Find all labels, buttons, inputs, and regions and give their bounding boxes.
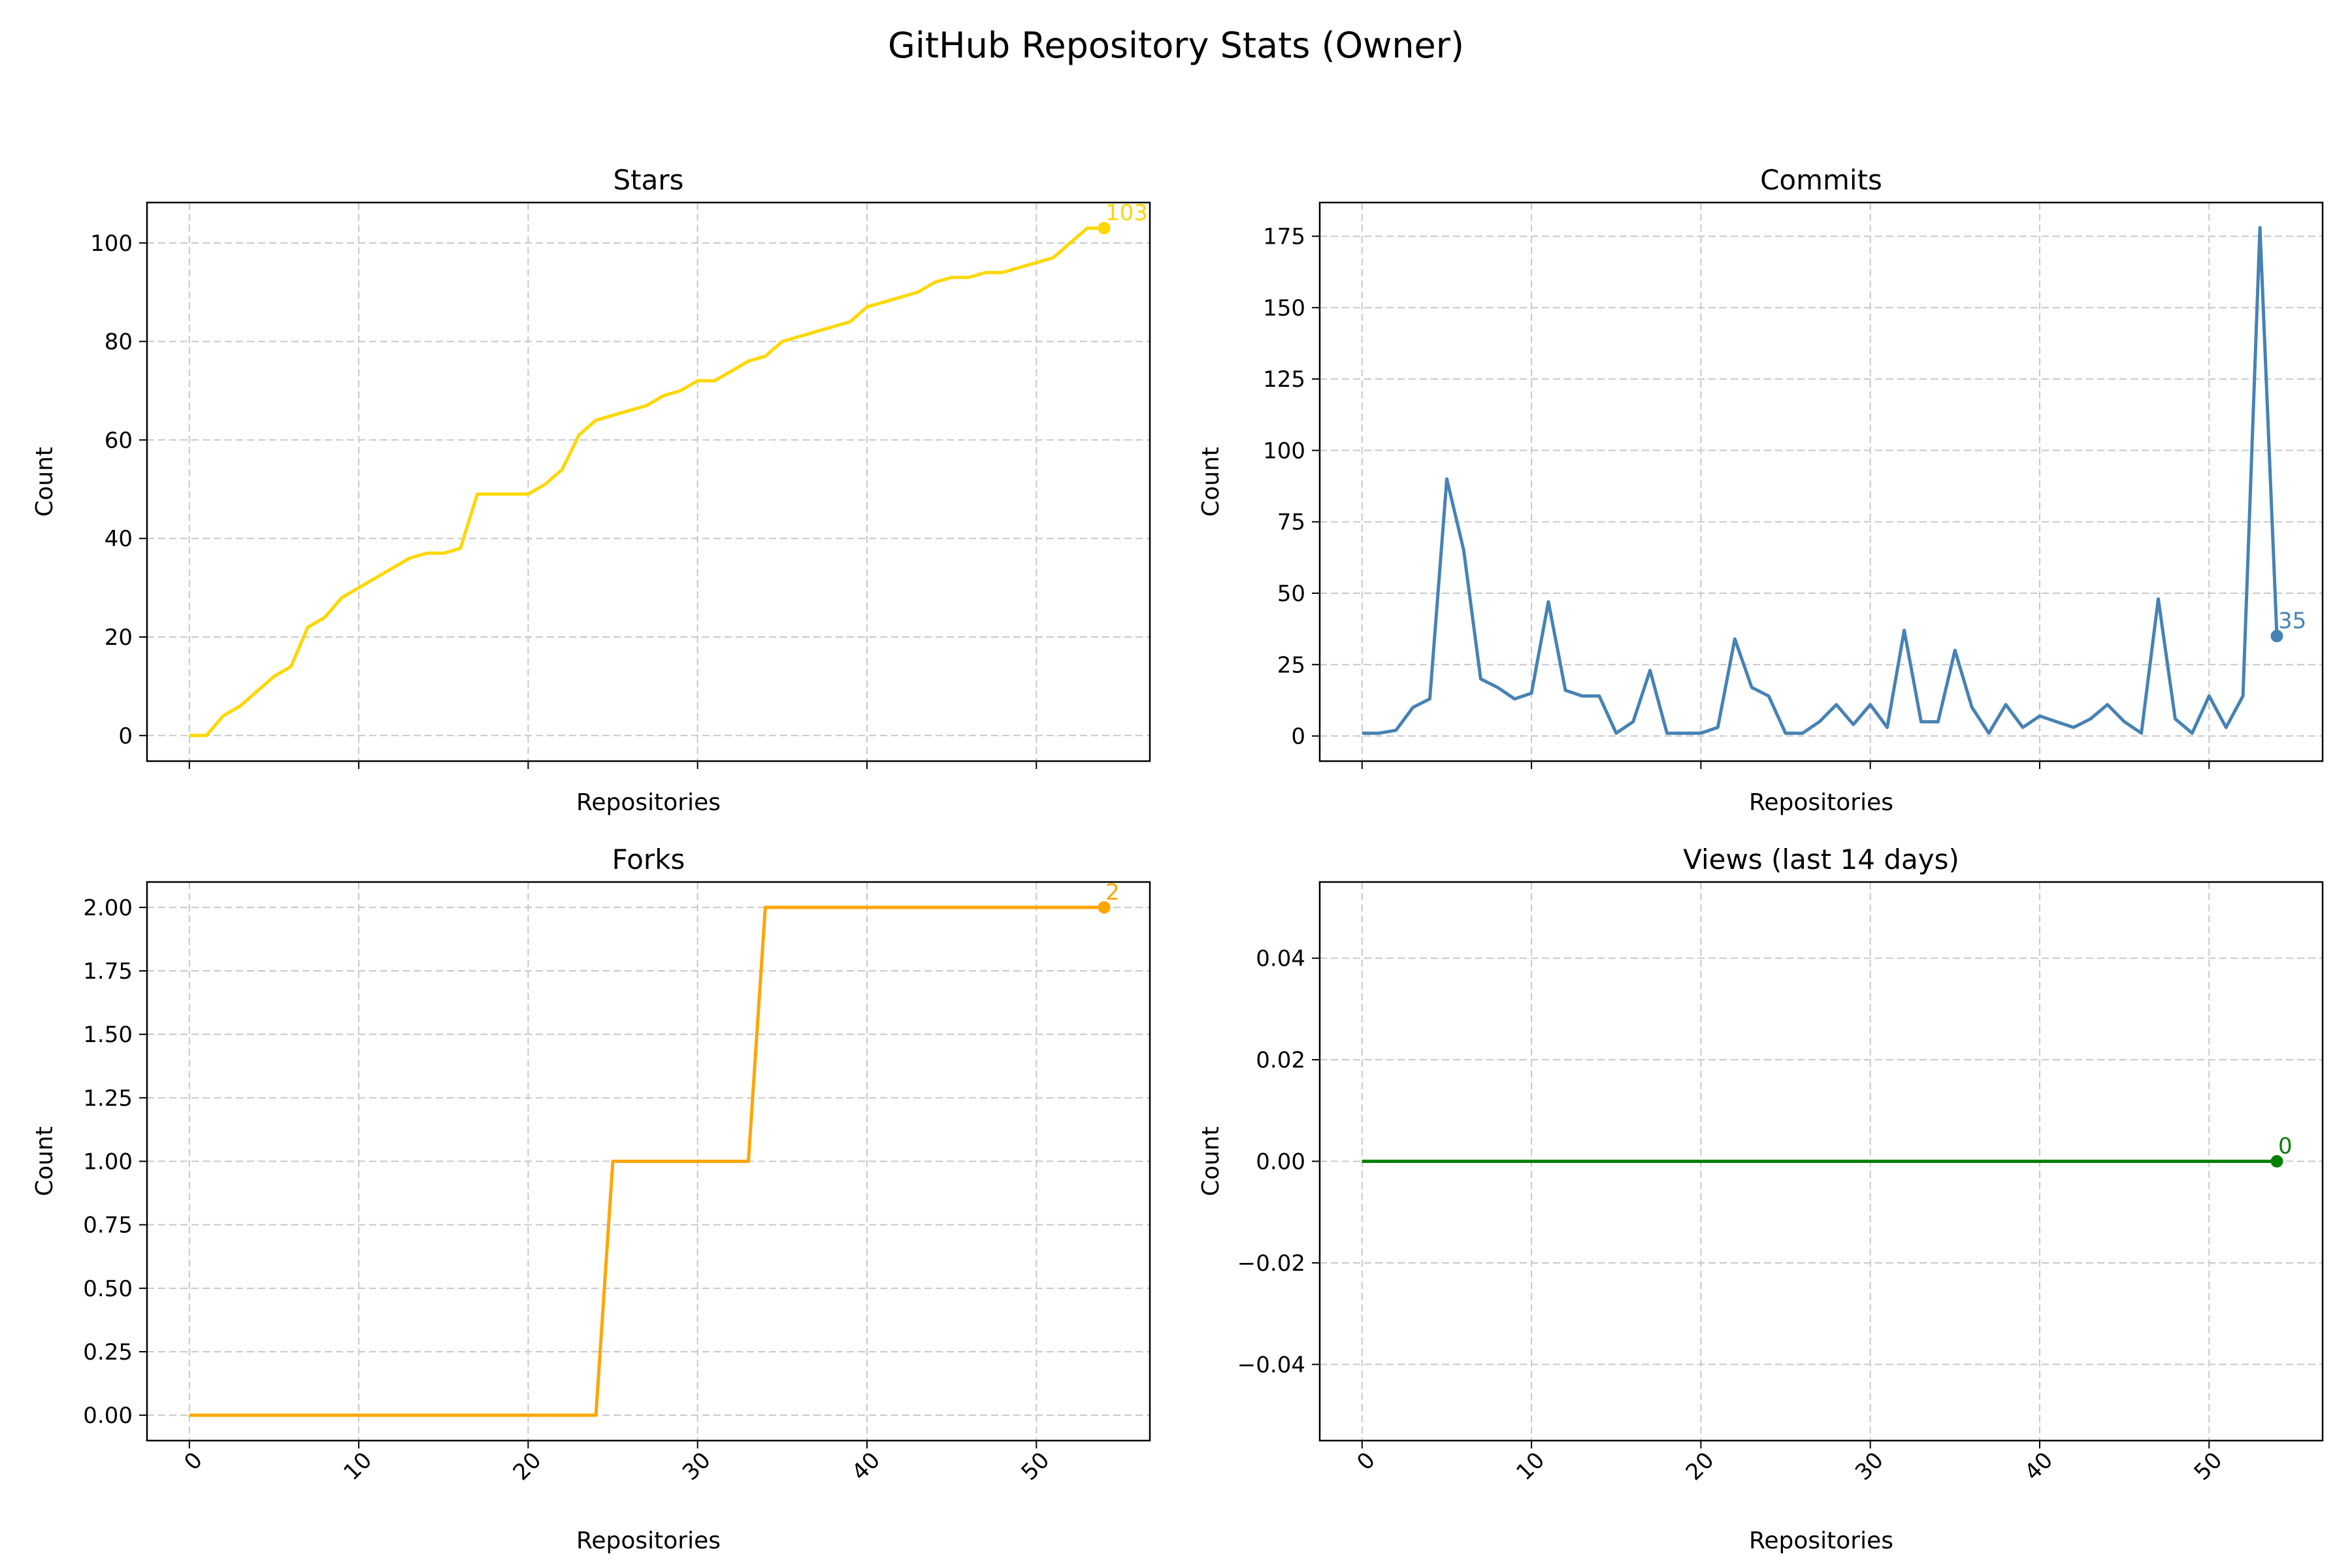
views-x-tick-label: 10 bbox=[1511, 1447, 1550, 1486]
forks-x-tick-label: 40 bbox=[847, 1447, 885, 1486]
stars-subplot: 103 0 20 40 60 80 100 Stars Repositories Count bbox=[31, 164, 1151, 816]
forks-y-axis-label: Count bbox=[31, 1126, 58, 1196]
views-y-tick-label: 0.04 bbox=[1256, 946, 1305, 972]
commits-y-tick-label: 0 bbox=[1291, 724, 1305, 750]
views-x-tick-label: 20 bbox=[1681, 1447, 1720, 1486]
commits-last-point bbox=[2270, 630, 2283, 643]
commits-axes-frame bbox=[1318, 201, 2324, 762]
views-y-tick-label: −0.02 bbox=[1237, 1250, 1305, 1277]
stars-y-tick-label: 100 bbox=[90, 231, 133, 257]
forks-y-tick-label: 0.00 bbox=[83, 1403, 133, 1429]
views-x-tick-label: 50 bbox=[2189, 1447, 2228, 1486]
stars-last-point bbox=[1098, 221, 1111, 235]
stars-y-tick-label: 40 bbox=[105, 526, 133, 552]
views-y-tick-label: −0.04 bbox=[1237, 1352, 1305, 1378]
stars-x-axis-label: Repositories bbox=[576, 789, 721, 816]
commits-y-tick-label: 125 bbox=[1263, 367, 1305, 393]
forks-last-point bbox=[1098, 901, 1111, 914]
forks-y-tick-label: 1.00 bbox=[83, 1149, 133, 1175]
commits-y-tick-label: 25 bbox=[1277, 652, 1305, 678]
views-last-point bbox=[2270, 1155, 2283, 1168]
forks-y-tick-label: 1.50 bbox=[83, 1022, 133, 1048]
figure-title: GitHub Repository Stats (Owner) bbox=[887, 25, 1465, 66]
forks-x-tick-label: 30 bbox=[678, 1447, 716, 1486]
commits-y-tick-label: 175 bbox=[1263, 224, 1305, 250]
commits-y-tick-label: 75 bbox=[1277, 510, 1305, 536]
forks-x-tick-label: 20 bbox=[508, 1447, 547, 1486]
forks-subplot: 20 10 20 30 40 500.000.250.500.751.001.251.50… bbox=[31, 843, 1151, 1554]
forks-title: Forks bbox=[612, 843, 685, 875]
stars-y-axis-label: Count bbox=[31, 447, 58, 517]
commits-y-tick-label: 50 bbox=[1277, 581, 1305, 607]
views-x-tick-label: 0 bbox=[1352, 1447, 1380, 1476]
views-x-axis-label: Repositories bbox=[1749, 1527, 1893, 1554]
forks-y-tick-label: 0.75 bbox=[83, 1213, 133, 1239]
views-x-tick-label: 30 bbox=[1850, 1447, 1889, 1486]
forks-y-tick-label: 0.25 bbox=[83, 1339, 133, 1365]
forks-x-tick-label: 0 bbox=[179, 1447, 208, 1476]
stars-last-value-label: 103 bbox=[1105, 200, 1148, 226]
commits-last-value-label: 35 bbox=[2278, 608, 2306, 634]
commits-y-tick-label: 150 bbox=[1263, 295, 1305, 321]
commits-y-axis-label: Count bbox=[1198, 447, 1224, 517]
views-subplot: 0 0 10 20 30 40 50 −0.04 −0.02 0.00 0.02 0.04 Views … bbox=[1198, 843, 2324, 1554]
forks-x-tick-label: 10 bbox=[338, 1447, 377, 1486]
views-y-axis-label: Count bbox=[1198, 1126, 1224, 1196]
views-title: Views (last 14 days) bbox=[1683, 843, 1959, 875]
views-last-value-label: 0 bbox=[2278, 1134, 2293, 1160]
forks-series-line bbox=[189, 906, 1104, 1417]
commits-series-line bbox=[1362, 226, 2279, 735]
views-y-tick-label: 0.02 bbox=[1256, 1047, 1305, 1073]
views-y-tick-label: 0.00 bbox=[1256, 1149, 1305, 1175]
commits-y-tick-label: 100 bbox=[1263, 438, 1305, 464]
stars-y-tick-label: 60 bbox=[105, 427, 133, 453]
commits-subplot: 35 0 25 50 75 100 125 150 175 Commits Repositories… bbox=[1198, 164, 2324, 816]
stars-series-line bbox=[189, 226, 1104, 738]
stars-y-tick-label: 20 bbox=[105, 625, 133, 651]
stars-axes-frame bbox=[146, 201, 1151, 762]
forks-y-tick-label: 1.25 bbox=[83, 1085, 133, 1111]
forks-y-tick-label: 1.75 bbox=[83, 958, 133, 985]
commits-x-axis-label: Repositories bbox=[1749, 789, 1893, 816]
forks-last-value-label: 2 bbox=[1105, 879, 1120, 906]
forks-x-tick-label: 50 bbox=[1017, 1447, 1055, 1486]
forks-y-tick-label: 2.00 bbox=[83, 895, 133, 921]
stars-title: Stars bbox=[613, 164, 683, 196]
forks-x-axis-label: Repositories bbox=[576, 1527, 721, 1554]
stars-y-tick-label: 80 bbox=[105, 329, 133, 355]
commits-title: Commits bbox=[1760, 164, 1882, 196]
forks-y-tick-label: 0.50 bbox=[83, 1276, 133, 1302]
stars-y-tick-label: 0 bbox=[118, 723, 133, 749]
views-x-tick-label: 40 bbox=[2019, 1447, 2058, 1486]
